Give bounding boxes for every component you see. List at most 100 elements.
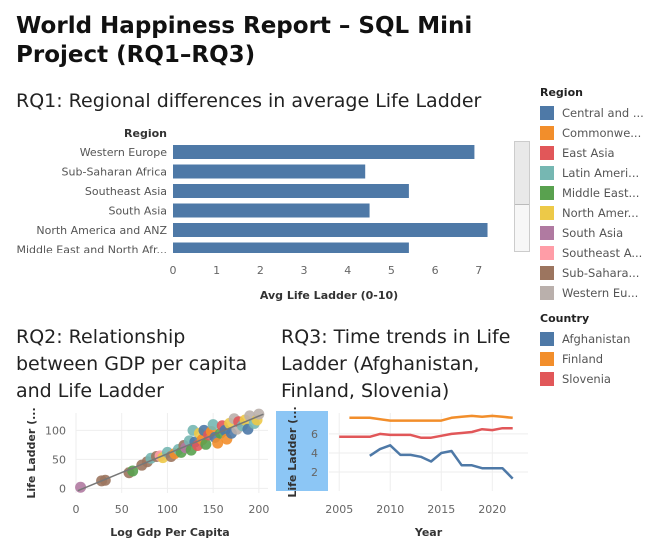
legend-label: Southeast A...: [562, 246, 643, 260]
y-tick-label: 2: [311, 466, 318, 479]
y-tick-label: 0: [59, 482, 66, 495]
region-legend: Region Central and ... Commonwe... East As…: [540, 86, 644, 303]
scatter-point[interactable]: [127, 465, 139, 477]
country-legend-item[interactable]: Afghanistan: [540, 329, 630, 349]
bar[interactable]: [173, 184, 409, 198]
category-label: South Asia: [108, 205, 167, 218]
region-legend-item[interactable]: South Asia: [540, 223, 644, 243]
legend-label: Sub-Sahara...: [562, 266, 640, 280]
y-axis-highlight: [276, 411, 328, 491]
series-line[interactable]: [369, 444, 514, 480]
rq2-x-axis-title: Log Gdp Per Capita: [110, 526, 229, 539]
category-label: Southeast Asia: [85, 185, 167, 198]
y-tick-label: 50: [52, 453, 66, 466]
legend-label: South Asia: [562, 226, 624, 240]
x-tick-label: 2: [257, 264, 264, 277]
rq3-line-chart[interactable]: 2005 2010 2015 2020 2 4 6 Year Life Ladder (...: [276, 405, 538, 555]
legend-swatch: [540, 226, 554, 240]
bar[interactable]: [173, 203, 370, 218]
legend-label: East Asia: [562, 146, 615, 160]
region-legend-title: Region: [540, 86, 583, 99]
legend-label: Afghanistan: [562, 332, 631, 346]
rq3-y-axis-title: Life Ladder (...: [286, 406, 299, 497]
rq1-title: RQ1: Regional differences in average Lif…: [16, 90, 482, 112]
legend-swatch: [540, 126, 554, 140]
legend-label: Finland: [562, 352, 604, 366]
legend-swatch: [540, 186, 554, 200]
scatter-point[interactable]: [212, 437, 224, 449]
rq1-bar-chart[interactable]: Region Western Europe Sub-Saharan Africa S…: [0, 120, 510, 310]
region-legend-item[interactable]: Middle East...: [540, 183, 644, 203]
rq1-region-header: Region: [124, 127, 167, 140]
legend-swatch: [540, 352, 554, 366]
region-legend-item[interactable]: East Asia: [540, 143, 644, 163]
legend-swatch: [540, 146, 554, 160]
y-tick-label: 4: [311, 447, 318, 460]
series-line[interactable]: [349, 414, 513, 422]
legend-label: Slovenia: [562, 372, 611, 386]
legend-swatch: [540, 286, 554, 300]
region-legend-item[interactable]: Latin Ameri...: [540, 163, 644, 183]
x-tick-label: 150: [203, 503, 224, 516]
region-legend-item[interactable]: North Amer...: [540, 203, 644, 223]
category-label: North America and ANZ: [36, 224, 167, 237]
rq1-scrollbar[interactable]: [514, 141, 530, 252]
x-tick-label: 1: [213, 264, 220, 277]
x-tick-label: 2005: [325, 503, 353, 516]
x-tick-label: 7: [475, 264, 482, 277]
x-tick-label: 6: [432, 264, 439, 277]
legend-swatch: [540, 166, 554, 180]
legend-swatch: [540, 106, 554, 120]
x-tick-label: 5: [388, 264, 395, 277]
country-legend-item[interactable]: Slovenia: [540, 369, 630, 389]
rq2-scatter-chart[interactable]: 0 50 100 150 200 0 50 100 Log Gdp Per Capita Life…: [0, 405, 272, 555]
rq2-title: RQ2: Relationship between GDP per capita…: [16, 326, 248, 402]
country-legend-title: Country: [540, 312, 590, 325]
region-legend-item[interactable]: Sub-Sahara...: [540, 263, 644, 283]
x-tick-label: 100: [157, 503, 178, 516]
x-tick-label: 4: [344, 264, 351, 277]
legend-label: Central and ...: [562, 106, 644, 120]
bar[interactable]: [173, 242, 409, 257]
x-tick-label: 2020: [478, 503, 506, 516]
legend-swatch: [540, 266, 554, 280]
region-legend-item[interactable]: Central and ...: [540, 103, 644, 123]
scatter-point[interactable]: [200, 438, 212, 450]
legend-label: Western Eu...: [562, 286, 639, 300]
legend-swatch: [540, 372, 554, 386]
region-legend-item[interactable]: Western Eu...: [540, 283, 644, 303]
rq3-title: RQ3: Time trends in Life Ladder (Afghani…: [281, 326, 511, 402]
series-line[interactable]: [339, 426, 513, 439]
bar[interactable]: [173, 164, 366, 179]
rq3-x-axis-title: Year: [414, 526, 443, 539]
x-tick-label: 200: [248, 503, 269, 516]
trend-line: [77, 413, 264, 492]
rq1-x-axis-title: Avg Life Ladder (0-10): [260, 289, 398, 302]
legend-label: North Amer...: [562, 206, 639, 220]
x-tick-label: 2015: [427, 503, 455, 516]
bar[interactable]: [173, 145, 475, 159]
category-label: Middle East and North Afr...: [16, 244, 167, 257]
category-label: Western Europe: [80, 146, 168, 159]
scatter-point[interactable]: [207, 419, 219, 431]
x-tick-label: 0: [170, 264, 177, 277]
rq2-y-axis-title: Life Ladder (...: [25, 407, 38, 498]
x-tick-label: 2010: [376, 503, 404, 516]
bar[interactable]: [173, 223, 488, 237]
x-tick-label: 50: [115, 503, 129, 516]
legend-swatch: [540, 246, 554, 260]
rq1-scroll-thumb[interactable]: [515, 142, 529, 205]
x-tick-label: 0: [73, 503, 80, 516]
y-tick-label: 6: [311, 428, 318, 441]
y-tick-label: 100: [45, 424, 66, 437]
legend-label: Latin Ameri...: [562, 166, 640, 180]
legend-swatch: [540, 332, 554, 346]
region-legend-item[interactable]: Commonwe...: [540, 123, 644, 143]
legend-label: Middle East...: [562, 186, 640, 200]
x-tick-label: 3: [301, 264, 308, 277]
region-legend-item[interactable]: Southeast A...: [540, 243, 644, 263]
category-label: Sub-Saharan Africa: [62, 166, 167, 179]
rq1-bars-group: Western Europe Sub-Saharan Africa Southeas…: [16, 145, 488, 257]
country-legend-item[interactable]: Finland: [540, 349, 630, 369]
legend-swatch: [540, 206, 554, 220]
